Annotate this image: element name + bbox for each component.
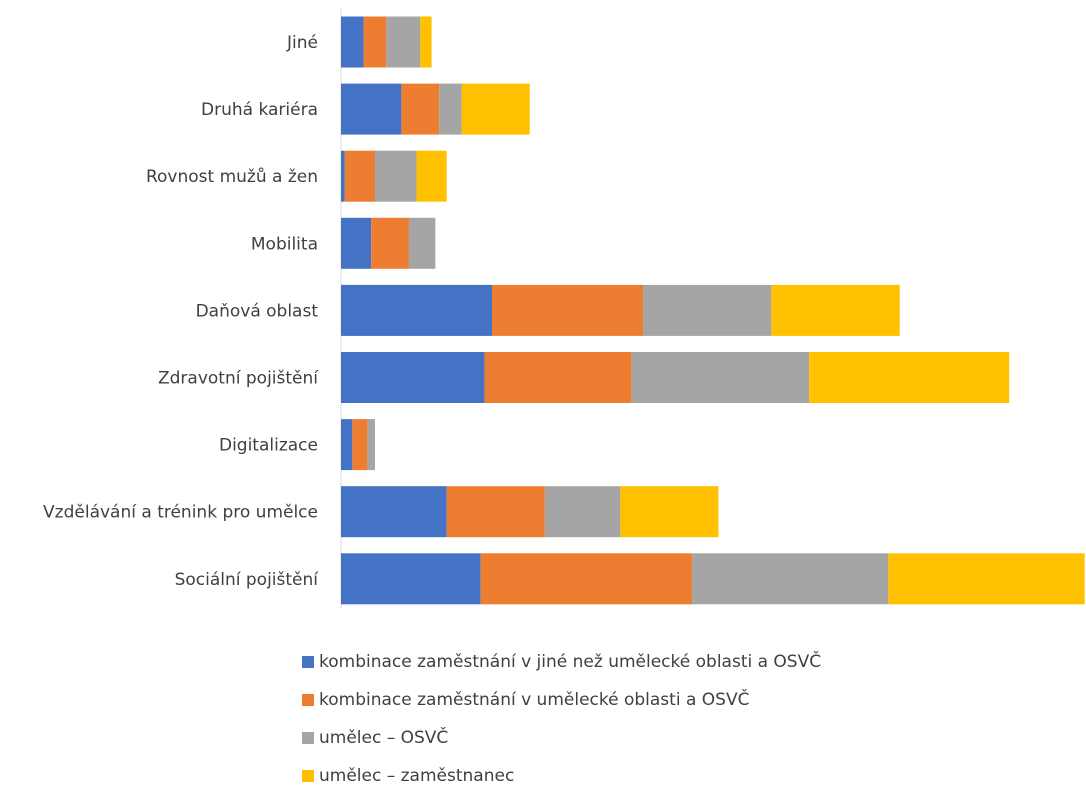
bar-segment [401,83,440,135]
legend-item: umělec – zaměstnanec [302,757,821,795]
bar-segment [341,83,402,135]
bar-segment [374,150,417,202]
bar-segment [643,284,772,336]
bar-segment [341,150,345,202]
legend-label: umělec – OSVČ [319,728,449,748]
bar-segment [461,83,530,135]
legend-label: umělec – zaměstnanec [319,766,515,786]
bar-segment [420,16,432,68]
bar-segment [771,284,900,336]
bar-segment [352,419,368,471]
legend-item: umělec – OSVČ [302,719,821,757]
legend-label: kombinace zaměstnání v umělecké oblasti … [319,690,750,710]
bar-segment [692,553,889,605]
bar-segment [344,150,375,202]
category-label: Mobilita [251,234,318,254]
bar-segment [484,352,632,403]
bar-segment [371,217,409,269]
bar-segment [439,83,462,135]
bar-segment [341,217,372,269]
bar-segment [341,284,492,336]
category-label: Digitalizace [219,436,318,456]
bar-segment [492,284,643,336]
category-label: Rovnost mužů a žen [146,167,318,187]
bar-segment [341,486,447,538]
category-label: Zdravotní pojištění [158,369,319,389]
legend-swatch [302,656,314,668]
bar-segment [480,553,693,605]
legend-item: kombinace zaměstnání v jiné než umělecké… [302,643,821,681]
bar-segment [620,486,719,538]
bar-segment [809,352,1010,403]
legend-swatch [302,732,314,744]
category-labels: Jiné Druhá kariéra Rovnost mužů a žen Mobil… [43,33,319,590]
legend-item: kombinace zaměstnání v umělecké oblasti … [302,681,821,719]
bar-segment [888,553,1085,605]
bar-segment [408,217,436,269]
bars-group [341,16,1085,605]
stacked-bar-chart: Jiné Druhá kariéra Rovnost mužů a žen Mobil… [43,8,1085,608]
category-label: Daňová oblast [196,301,319,321]
bar-segment [446,486,545,538]
bar-segment [386,16,421,68]
legend: kombinace zaměstnání v jiné než umělecké… [302,643,821,795]
bar-segment [363,16,387,68]
legend-label: kombinace zaměstnání v jiné než umělecké… [319,652,822,672]
bar-segment [631,352,810,403]
legend-swatch [302,770,314,782]
category-label: Druhá kariéra [201,100,318,120]
bar-segment [367,419,375,471]
category-label: Vzdělávání a trénink pro umělce [43,503,318,523]
category-label: Sociální pojištění [175,570,320,590]
bar-segment [544,486,621,538]
legend-swatch [302,694,314,706]
category-label: Jiné [286,33,318,53]
bar-segment [341,16,364,68]
bar-segment [416,150,447,202]
bar-segment [341,553,481,605]
bar-segment [341,352,485,403]
bar-segment [341,419,353,471]
